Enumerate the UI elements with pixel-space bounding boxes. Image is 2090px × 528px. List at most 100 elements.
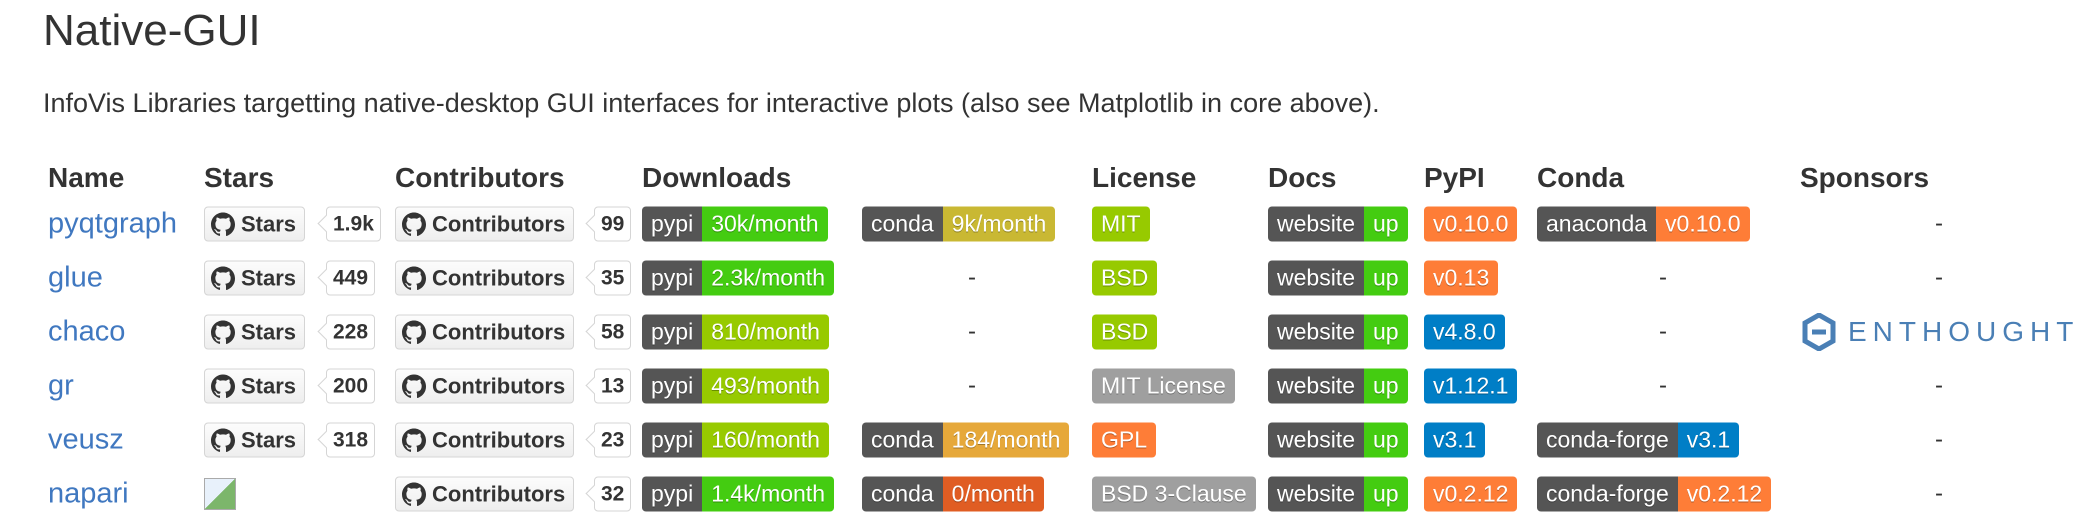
- pypi-downloads-badge[interactable]: pypi 2.3k/month: [642, 260, 834, 296]
- sponsor-logo[interactable]: ENTHOUGHT: [1802, 313, 2079, 351]
- license-badge[interactable]: BSD 3-Clause: [1092, 476, 1256, 512]
- empty-cell: -: [968, 264, 976, 291]
- badge-label: pypi: [642, 368, 703, 404]
- library-link[interactable]: veusz: [48, 423, 124, 456]
- conda-downloads-badge[interactable]: conda 184/month: [862, 422, 1070, 458]
- pypi-version-badge[interactable]: v0.13: [1424, 260, 1499, 296]
- badge-label: conda-forge: [1537, 476, 1678, 512]
- stars-button[interactable]: Stars: [204, 368, 306, 404]
- pypi-downloads-badge[interactable]: pypi 160/month: [642, 422, 829, 458]
- contributors-label: Contributors: [432, 481, 566, 506]
- contributors-count[interactable]: 35: [594, 260, 632, 296]
- badge-value: 2.3k/month: [702, 260, 834, 296]
- contributors-button[interactable]: Contributors: [395, 476, 575, 512]
- conda-downloads-badge[interactable]: conda 0/month: [862, 476, 1044, 512]
- badge-value: BSD: [1092, 260, 1158, 296]
- docs-badge[interactable]: website up: [1268, 422, 1408, 458]
- badge-label: conda: [862, 206, 943, 242]
- stars-button[interactable]: Stars: [204, 206, 306, 242]
- license-badge[interactable]: GPL: [1092, 422, 1157, 458]
- docs-badge[interactable]: website up: [1268, 206, 1408, 242]
- docs-badge[interactable]: website up: [1268, 368, 1408, 404]
- pypi-version-badge[interactable]: v0.10.0: [1424, 206, 1518, 242]
- contributors-button[interactable]: Contributors: [395, 422, 575, 458]
- pypi-downloads-badge[interactable]: pypi 30k/month: [642, 206, 828, 242]
- badge-value: MIT License: [1092, 368, 1235, 404]
- badge-value: up: [1363, 260, 1408, 296]
- stars-button[interactable]: Stars: [204, 314, 306, 350]
- conda-version-badge[interactable]: conda-forge v3.1: [1537, 422, 1740, 458]
- badge-value: up: [1363, 422, 1408, 458]
- badge-label: website: [1268, 260, 1364, 296]
- stars-count[interactable]: 200: [326, 368, 376, 404]
- stars-button[interactable]: Stars: [204, 422, 306, 458]
- pypi-downloads-badge[interactable]: pypi 810/month: [642, 314, 829, 350]
- badge-value: MIT: [1092, 206, 1150, 242]
- empty-cell: -: [1659, 264, 1667, 291]
- badge-value: v4.8.0: [1424, 314, 1505, 350]
- empty-cell: -: [968, 318, 976, 345]
- conda-version-badge[interactable]: conda-forge v0.2.12: [1537, 476, 1772, 512]
- contributors-count[interactable]: 99: [594, 206, 632, 242]
- pypi-version-badge[interactable]: v0.2.12: [1424, 476, 1518, 512]
- badge-label: pypi: [642, 314, 703, 350]
- column-header: Downloads: [642, 162, 792, 193]
- license-badge[interactable]: BSD: [1092, 260, 1158, 296]
- contributors-button[interactable]: Contributors: [395, 314, 575, 350]
- badge-label: conda: [862, 422, 943, 458]
- badge-label: website: [1268, 314, 1364, 350]
- contributors-button[interactable]: Contributors: [395, 260, 575, 296]
- stars-count[interactable]: 318: [326, 422, 376, 458]
- pypi-downloads-badge[interactable]: pypi 1.4k/month: [642, 476, 834, 512]
- badge-value: v3.1: [1424, 422, 1486, 458]
- column-header: Sponsors: [1800, 162, 1930, 193]
- column-header: Contributors: [395, 162, 565, 193]
- badge-value: 1.4k/month: [702, 476, 834, 512]
- badge-value: v1.12.1: [1424, 368, 1518, 404]
- badge-value: v0.10.0: [1424, 206, 1518, 242]
- pypi-version-badge[interactable]: v4.8.0: [1424, 314, 1505, 350]
- stars-label: Stars: [241, 211, 297, 236]
- pypi-version-badge[interactable]: v1.12.1: [1424, 368, 1518, 404]
- library-link[interactable]: napari: [48, 477, 129, 510]
- contributors-label: Contributors: [432, 265, 566, 290]
- sponsor-name: ENTHOUGHT: [1848, 316, 2080, 347]
- badge-value: up: [1363, 368, 1408, 404]
- stars-count[interactable]: 228: [326, 314, 376, 350]
- badge-value: 493/month: [702, 368, 829, 404]
- conda-version-badge[interactable]: anaconda v0.10.0: [1537, 206, 1750, 242]
- stars-count[interactable]: 1.9k: [326, 206, 381, 242]
- stars-button[interactable]: Stars: [204, 260, 306, 296]
- contributors-count[interactable]: 13: [594, 368, 632, 404]
- contributors-button[interactable]: Contributors: [395, 368, 575, 404]
- empty-cell: -: [1935, 426, 1943, 453]
- docs-badge[interactable]: website up: [1268, 260, 1408, 296]
- license-badge[interactable]: MIT: [1092, 206, 1150, 242]
- conda-downloads-badge[interactable]: conda 9k/month: [862, 206, 1056, 242]
- contributors-button[interactable]: Contributors: [395, 206, 575, 242]
- library-link[interactable]: gr: [48, 369, 74, 402]
- badge-value: up: [1363, 476, 1408, 512]
- library-link[interactable]: chaco: [48, 315, 126, 348]
- badge-value: up: [1363, 314, 1408, 350]
- empty-cell: -: [1935, 480, 1943, 507]
- contributors-count[interactable]: 58: [594, 314, 632, 350]
- stars-label: Stars: [241, 265, 297, 290]
- library-link[interactable]: pyqtgraph: [48, 207, 177, 240]
- empty-cell: -: [1659, 372, 1667, 399]
- empty-cell: -: [1935, 264, 1943, 291]
- pypi-downloads-badge[interactable]: pypi 493/month: [642, 368, 829, 404]
- contributors-count[interactable]: 32: [594, 476, 632, 512]
- pypi-version-badge[interactable]: v3.1: [1424, 422, 1486, 458]
- library-link[interactable]: glue: [48, 261, 103, 294]
- docs-badge[interactable]: website up: [1268, 314, 1408, 350]
- license-badge[interactable]: MIT License: [1092, 368, 1235, 404]
- badge-label: website: [1268, 422, 1364, 458]
- stars-count[interactable]: 449: [326, 260, 376, 296]
- column-header: License: [1092, 162, 1197, 193]
- license-badge[interactable]: BSD: [1092, 314, 1158, 350]
- docs-badge[interactable]: website up: [1268, 476, 1408, 512]
- badge-value: v0.13: [1424, 260, 1499, 296]
- badge-label: anaconda: [1537, 206, 1657, 242]
- contributors-count[interactable]: 23: [594, 422, 632, 458]
